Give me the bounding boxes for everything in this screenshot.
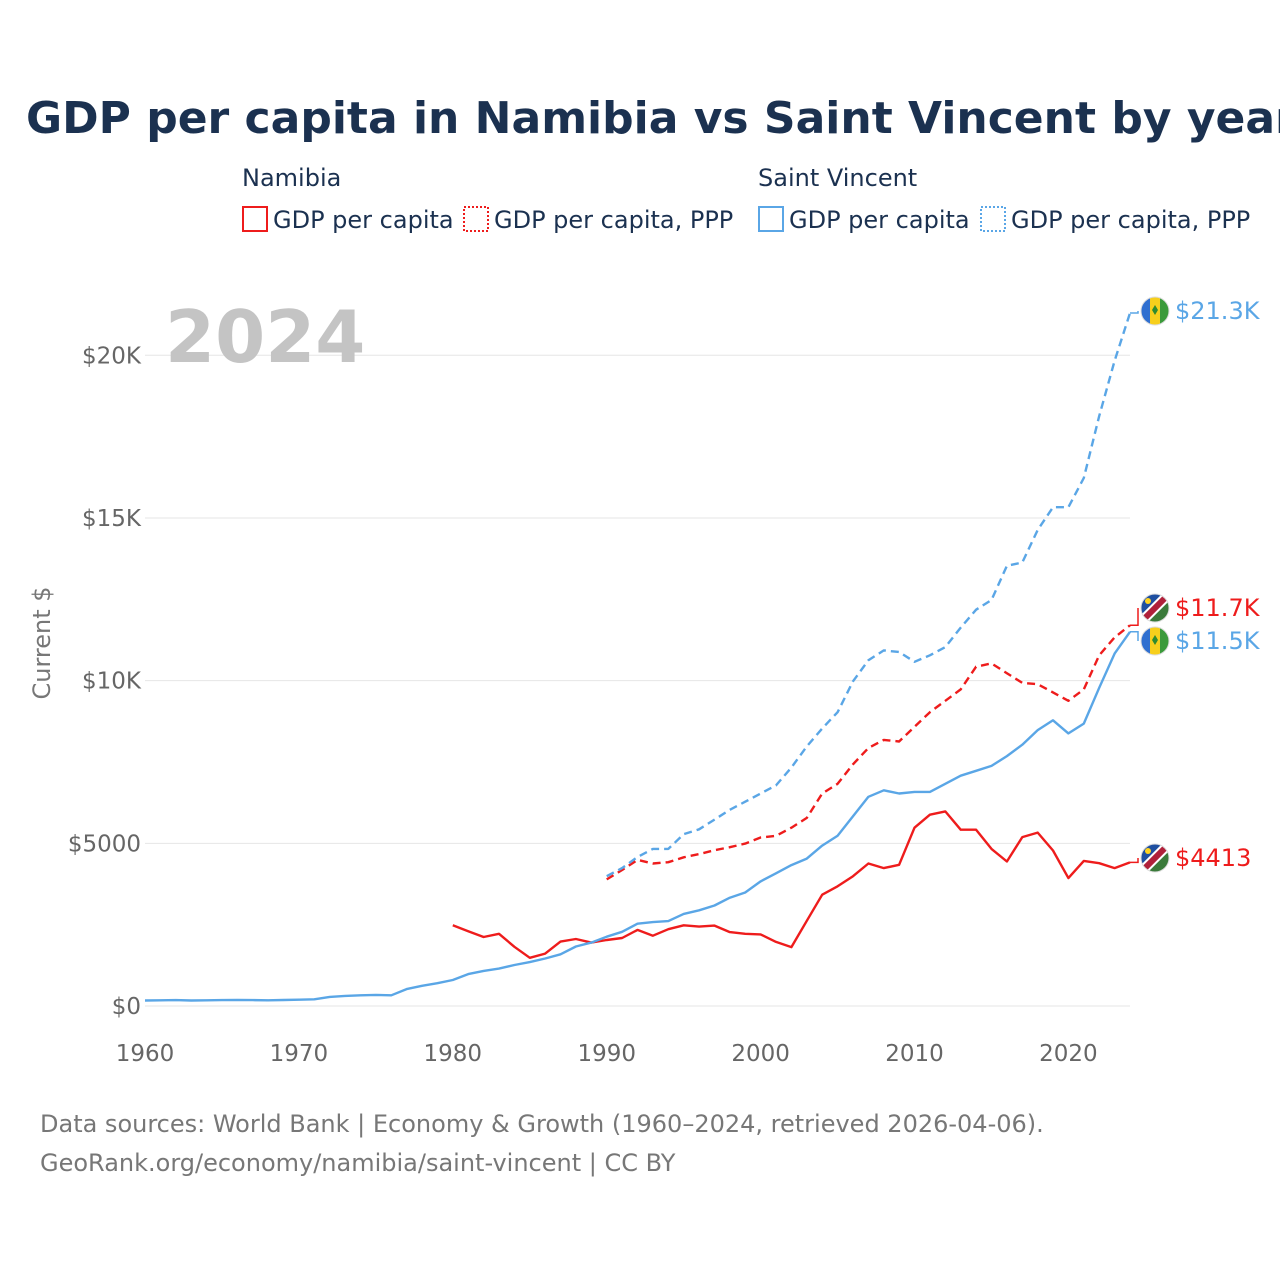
namibia-flag-icon (1140, 593, 1170, 623)
legend-label-saint-vincent-ppp: GDP per capita, PPP (1011, 206, 1250, 234)
series-lines (144, 312, 1132, 1002)
x-tick-label: 2000 (731, 1041, 790, 1067)
end-label-connector (1130, 608, 1139, 627)
year-watermark: 2024 (165, 295, 365, 379)
end-labels: $4413 $11.7K $11.5K $21.3K (1130, 296, 1261, 873)
gridlines (145, 354, 1130, 1007)
legend-label-namibia-gdp: GDP per capita (273, 206, 454, 234)
legend-group-saint-vincent: Saint Vincent (758, 164, 917, 192)
end-label-connector (1130, 858, 1139, 864)
x-tick-label: 1990 (577, 1041, 636, 1067)
y-axis-ticks: $0 $5000 $10K $15K $20K (68, 343, 142, 1020)
y-tick-label: $5000 (68, 831, 141, 857)
x-tick-label: 1970 (270, 1041, 329, 1067)
legend-swatch-saint-vincent-gdp (758, 206, 784, 232)
legend-group-namibia: Namibia (242, 164, 341, 192)
end-label-namibia-gdp-per-capita: $4413 (1175, 844, 1251, 872)
y-tick-label: $15K (82, 506, 142, 532)
legend-swatch-saint-vincent-ppp (980, 206, 1006, 232)
y-tick-label: $20K (82, 343, 142, 369)
y-tick-label: $10K (82, 669, 142, 695)
end-label-saint-vincent-gdp-per-capita: $11.5K (1175, 627, 1261, 655)
end-label-connector (1130, 311, 1139, 314)
chart-title: GDP per capita in Namibia vs Saint Vince… (26, 93, 1280, 144)
namibia-flag-icon (1140, 843, 1170, 873)
legend-swatch-namibia-ppp (463, 206, 489, 232)
series-line-namibia-gdp-per-capita-ppp (606, 624, 1131, 881)
end-label-namibia-gdp-per-capita-ppp: $11.7K (1175, 594, 1261, 622)
x-tick-label: 1980 (424, 1041, 483, 1067)
y-tick-label: $0 (112, 994, 141, 1020)
end-label-saint-vincent-gdp-per-capita-ppp: $21.3K (1175, 297, 1261, 325)
series-line-namibia-gdp-per-capita (452, 810, 1131, 959)
legend-label-saint-vincent-gdp: GDP per capita (789, 206, 970, 234)
x-axis-ticks: 1960 1970 1980 1990 2000 2010 2020 (116, 1041, 1098, 1067)
series-line-saint-vincent-gdp-per-capita-ppp (606, 312, 1132, 878)
end-label-connector (1130, 631, 1139, 641)
x-tick-label: 2020 (1039, 1041, 1098, 1067)
legend: Namibia GDP per capita GDP per capita, P… (242, 164, 1250, 234)
saint-vincent-flag-icon (1140, 296, 1170, 326)
x-tick-label: 2010 (885, 1041, 944, 1067)
saint-vincent-flag-icon (1140, 626, 1170, 656)
legend-swatch-namibia-gdp (242, 206, 268, 232)
source-line-1: Data sources: World Bank | Economy & Gro… (40, 1110, 1044, 1138)
source-line-2: GeoRank.org/economy/namibia/saint-vincen… (40, 1149, 676, 1177)
series-line-saint-vincent-gdp-per-capita (144, 631, 1131, 1002)
x-tick-label: 1960 (116, 1041, 175, 1067)
legend-label-namibia-ppp: GDP per capita, PPP (494, 206, 733, 234)
y-axis-label: Current $ (28, 586, 56, 699)
